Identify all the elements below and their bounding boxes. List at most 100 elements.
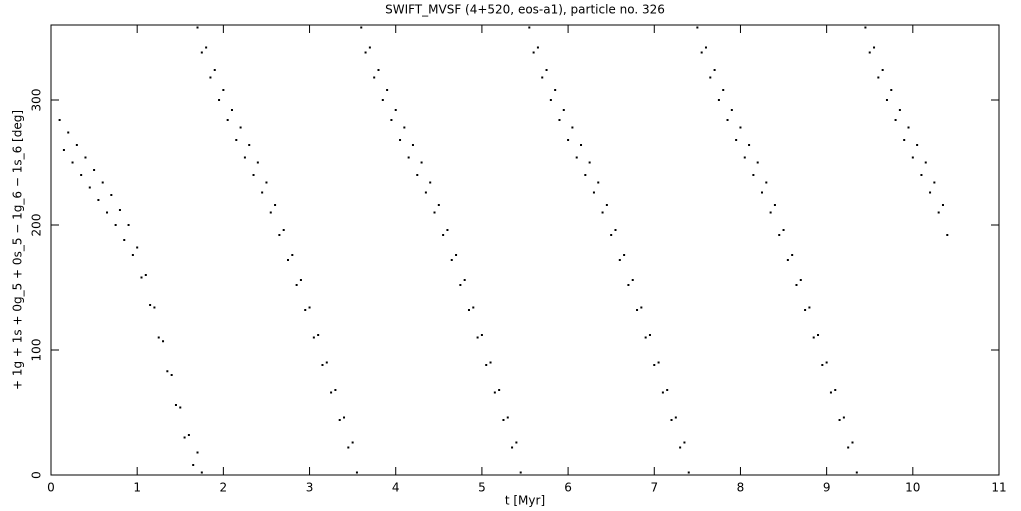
point: [898, 109, 901, 111]
x-tick-label: 6: [564, 481, 572, 495]
point: [399, 139, 402, 141]
point: [97, 199, 100, 201]
point: [200, 471, 203, 474]
point: [571, 126, 574, 129]
plot-frame: [50, 24, 1000, 476]
point: [162, 340, 165, 343]
point: [592, 191, 595, 194]
point: [855, 471, 858, 474]
point: [562, 109, 565, 111]
point: [291, 254, 294, 256]
point: [127, 224, 130, 226]
point: [834, 389, 837, 391]
point: [808, 306, 811, 309]
point: [123, 239, 126, 241]
x-tick-label: 8: [737, 481, 745, 495]
point: [903, 139, 906, 141]
point: [511, 446, 514, 449]
point: [196, 451, 199, 454]
point: [93, 169, 96, 171]
y-tick-label: 0: [30, 471, 44, 479]
point: [946, 234, 949, 236]
point: [373, 76, 376, 79]
point: [666, 389, 669, 391]
y-axis-label: + 1g + 1s + 0g_5 + 0s_5 − 1g_6 − 1s_6 [d…: [11, 110, 25, 390]
point: [670, 419, 673, 421]
point: [730, 109, 733, 111]
point: [58, 119, 61, 121]
point: [450, 259, 453, 261]
point: [360, 26, 363, 29]
point: [472, 306, 475, 309]
point: [640, 306, 643, 309]
point: [269, 211, 272, 214]
point: [713, 69, 716, 71]
point: [131, 254, 134, 256]
point: [541, 76, 544, 79]
point: [829, 391, 832, 394]
point: [295, 284, 298, 286]
point: [187, 434, 190, 436]
point: [84, 156, 87, 159]
point: [235, 139, 238, 141]
point: [330, 391, 333, 394]
point: [261, 191, 264, 194]
point: [769, 211, 772, 214]
point: [390, 119, 393, 121]
point: [735, 139, 738, 141]
point: [278, 234, 281, 236]
point: [644, 336, 647, 339]
point: [920, 174, 923, 176]
point: [907, 126, 910, 129]
point: [67, 131, 70, 134]
x-tick-label: 5: [478, 481, 486, 495]
x-axis-label: t [Myr]: [505, 494, 545, 508]
point: [403, 126, 406, 129]
point: [584, 174, 587, 176]
point: [75, 144, 78, 146]
point: [153, 306, 156, 309]
point: [885, 99, 888, 101]
x-tick-label: 3: [306, 481, 314, 495]
point: [890, 89, 893, 91]
point: [299, 279, 302, 281]
point: [847, 446, 850, 449]
point: [929, 191, 932, 194]
point: [536, 46, 539, 49]
point: [765, 181, 768, 184]
point: [631, 279, 634, 281]
point: [575, 156, 578, 159]
point: [312, 336, 315, 339]
point: [485, 364, 488, 366]
x-tick-label: 7: [650, 481, 658, 495]
point: [338, 419, 341, 421]
point: [101, 181, 104, 184]
point: [610, 234, 613, 236]
point: [545, 69, 548, 71]
point: [838, 419, 841, 421]
point: [140, 276, 143, 279]
point: [601, 211, 604, 214]
point: [773, 204, 776, 206]
point: [196, 26, 199, 29]
point: [213, 69, 216, 71]
point: [377, 69, 380, 71]
point: [933, 181, 936, 184]
point: [274, 204, 277, 206]
point: [817, 334, 820, 336]
point: [873, 46, 876, 49]
point: [704, 46, 707, 49]
point: [192, 464, 195, 466]
point: [761, 191, 763, 194]
point: [110, 194, 113, 196]
point: [743, 156, 746, 159]
point: [381, 99, 384, 101]
point: [476, 336, 479, 339]
point: [287, 259, 289, 261]
point: [782, 229, 785, 231]
point: [722, 89, 725, 91]
x-tick-label: 9: [823, 481, 831, 495]
point: [222, 89, 225, 91]
point: [851, 441, 854, 444]
point: [347, 446, 350, 449]
